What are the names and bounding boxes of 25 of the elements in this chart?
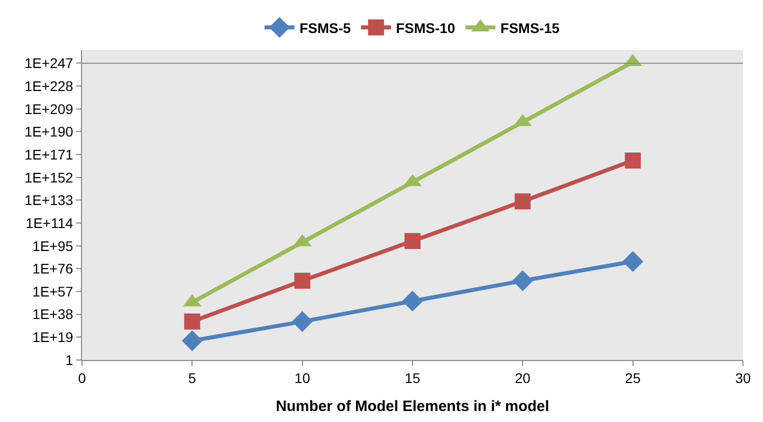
x-tick-label: 30 bbox=[735, 370, 751, 386]
y-tick-label: 1E+228 bbox=[24, 78, 74, 94]
x-tick-label: 15 bbox=[404, 370, 420, 386]
y-tick-label: 1E+247 bbox=[24, 55, 74, 72]
x-tick-label: 0 bbox=[78, 370, 86, 386]
x-tick-label: 25 bbox=[625, 370, 641, 386]
y-tick-label: 1E+152 bbox=[24, 169, 74, 186]
y-tick-label: 1E+209 bbox=[24, 100, 74, 117]
y-tick-label: 1E+57 bbox=[32, 283, 74, 300]
y-tick-label: 1E+171 bbox=[24, 146, 74, 162]
y-tick-label: 1E+190 bbox=[24, 124, 74, 140]
legend-label: FSMS-5 bbox=[300, 20, 352, 36]
y-tick-label: 1E+38 bbox=[32, 306, 74, 322]
y-tick-label: 1E+114 bbox=[26, 214, 74, 231]
x-axis-title: Number of Model Elements in i* model bbox=[276, 398, 550, 415]
y-tick-label: 1E+95 bbox=[32, 238, 74, 254]
y-tick-label: 1E+19 bbox=[32, 329, 74, 346]
y-tick-label: 1E+133 bbox=[24, 192, 74, 208]
x-tick-label: 10 bbox=[294, 370, 310, 386]
x-tick-label: 20 bbox=[514, 370, 531, 386]
y-tick-label: 1 bbox=[65, 352, 74, 368]
legend-label: FSMS-10 bbox=[396, 20, 456, 36]
legend-label: FSMS-15 bbox=[500, 20, 560, 36]
x-tick-label: 5 bbox=[188, 370, 196, 386]
y-tick-label: 1E+76 bbox=[32, 260, 74, 277]
